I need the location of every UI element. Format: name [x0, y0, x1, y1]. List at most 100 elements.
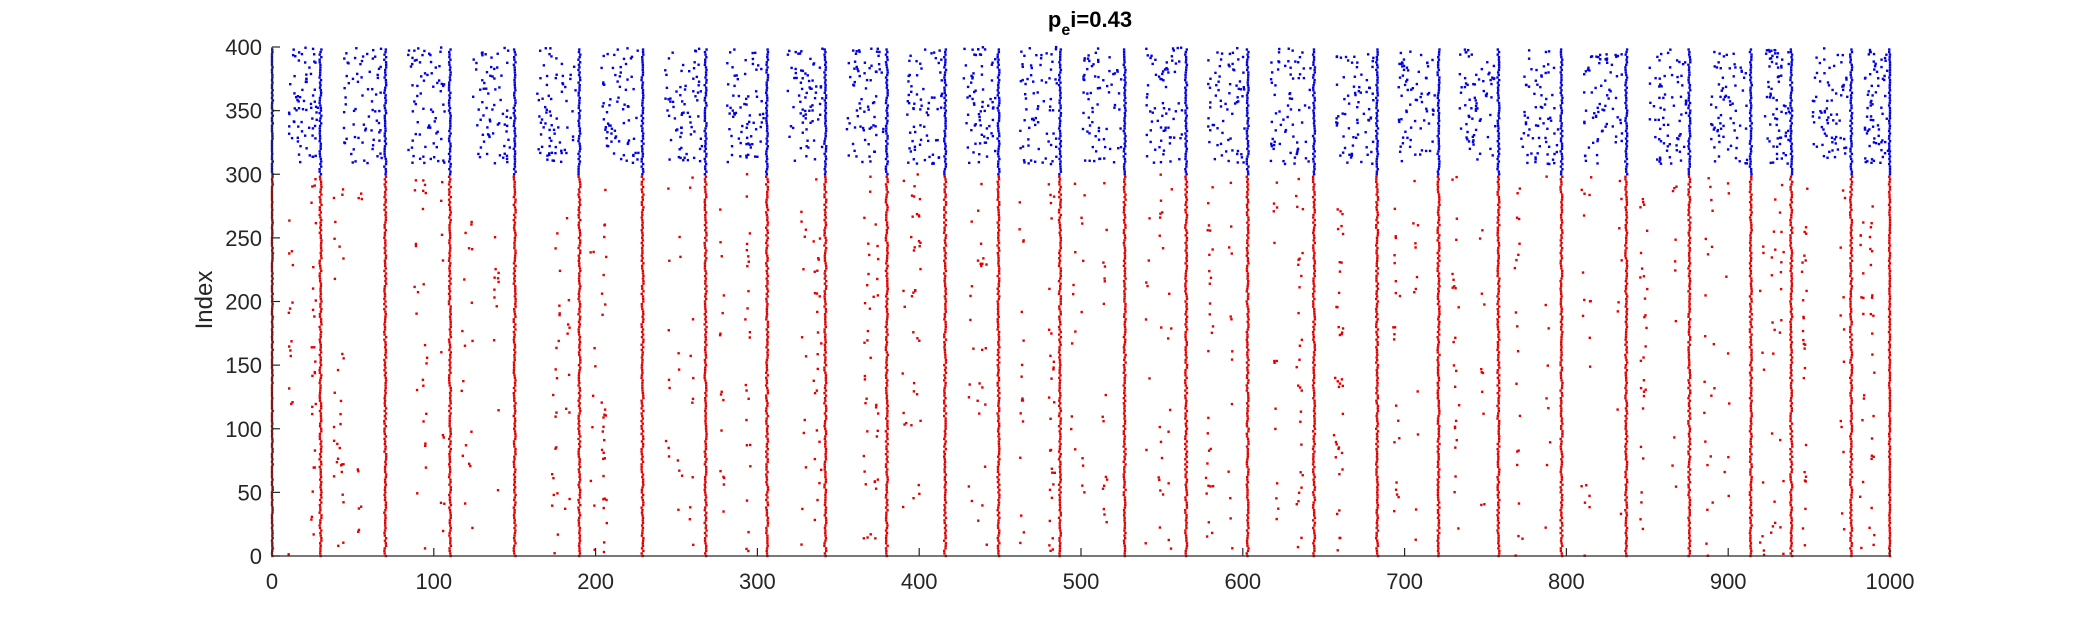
- spike-excitatory: [1437, 427, 1440, 430]
- spike-excitatory: [1750, 399, 1753, 402]
- spike-inhibitory: [1687, 91, 1690, 95]
- spike-inhibitory: [704, 162, 708, 166]
- spike-excitatory: [1750, 297, 1753, 301]
- spike-excitatory: [885, 343, 888, 346]
- spike-excitatory: [1560, 277, 1563, 280]
- spike-excitatory: [1313, 521, 1317, 525]
- spike-excitatory: [1185, 539, 1188, 542]
- spike-inhibitory: [1688, 55, 1691, 59]
- spike-excitatory: [1749, 384, 1752, 387]
- spike-excitatory: [1625, 267, 1628, 270]
- spike-excitatory: [1750, 257, 1753, 260]
- spike-excitatory: [383, 292, 387, 296]
- spike-excitatory: [1561, 498, 1564, 502]
- spike-inhibitory: [641, 101, 644, 105]
- spike-inhibitory: [885, 81, 888, 84]
- spike-inhibitory: [824, 66, 828, 69]
- spike-excitatory: [320, 239, 323, 242]
- spike-inhibitory: [997, 155, 1000, 158]
- spike-excitatory: [384, 229, 388, 232]
- spike-excitatory: [1688, 514, 1691, 517]
- spike-excitatory: [824, 447, 828, 451]
- spike-excitatory: [997, 218, 1001, 222]
- spike-excitatory: [1185, 246, 1188, 250]
- spike-excitatory: [384, 425, 388, 428]
- spike-excitatory: [383, 223, 386, 227]
- spike-excitatory: [579, 358, 582, 362]
- spike-inhibitory: [1376, 119, 1379, 123]
- spike-inhibitory: [384, 162, 388, 166]
- spike-excitatory: [1687, 348, 1690, 352]
- spike-excitatory: [1750, 229, 1753, 232]
- spike-excitatory: [383, 251, 387, 255]
- spike-inhibitory: [1748, 165, 1752, 168]
- spike-excitatory: [578, 201, 581, 204]
- spike-excitatory: [824, 506, 828, 509]
- spike-excitatory: [319, 318, 323, 321]
- spike-excitatory: [1059, 531, 1063, 535]
- spike-excitatory: [1058, 223, 1062, 227]
- spike-excitatory: [944, 404, 947, 408]
- spike-excitatory: [319, 404, 323, 408]
- spike-excitatory: [1124, 236, 1127, 240]
- spike-excitatory: [1123, 534, 1126, 537]
- spike-excitatory: [944, 427, 947, 430]
- spike-inhibitory: [886, 71, 889, 74]
- spike-excitatory: [512, 282, 516, 285]
- spike-excitatory: [1246, 498, 1250, 502]
- spike-excitatory: [1559, 287, 1562, 290]
- spike-excitatory: [1625, 302, 1628, 306]
- spike-inhibitory: [1688, 101, 1692, 105]
- burst-column: [1245, 48, 1250, 558]
- spike-excitatory: [271, 409, 275, 413]
- spike-excitatory: [1749, 239, 1752, 242]
- spike-excitatory: [449, 526, 453, 530]
- spike-inhibitory: [1559, 139, 1563, 143]
- spike-inhibitory: [447, 61, 451, 64]
- spike-excitatory: [320, 445, 323, 448]
- spike-excitatory: [1184, 361, 1187, 364]
- spike-excitatory: [1184, 422, 1187, 425]
- spike-excitatory: [512, 394, 516, 397]
- spike-excitatory: [1625, 435, 1629, 438]
- spike-excitatory: [1123, 341, 1127, 344]
- spike-excitatory: [449, 516, 452, 520]
- spike-inhibitory: [1124, 152, 1127, 156]
- spike-excitatory: [1749, 305, 1752, 308]
- spike-excitatory: [1123, 269, 1126, 273]
- spike-excitatory: [997, 259, 1000, 262]
- spike-excitatory: [1375, 374, 1379, 377]
- spike-excitatory: [997, 478, 1000, 481]
- spike-excitatory: [1313, 419, 1316, 423]
- spike-excitatory: [1246, 514, 1249, 517]
- spike-excitatory: [1625, 351, 1629, 354]
- spike-excitatory: [1560, 475, 1564, 479]
- spike-excitatory: [1058, 465, 1062, 469]
- spike-excitatory: [271, 257, 274, 260]
- spike-inhibitory: [271, 89, 274, 92]
- spike-excitatory: [1058, 544, 1062, 548]
- spike-excitatory: [1559, 470, 1562, 474]
- spike-excitatory: [1624, 437, 1628, 441]
- spike-inhibitory: [944, 48, 948, 51]
- spike-inhibitory: [1058, 173, 1061, 176]
- spike-inhibitory: [944, 119, 947, 123]
- spike-excitatory: [1498, 305, 1501, 308]
- spike-inhibitory: [998, 134, 1001, 138]
- spike-excitatory: [943, 348, 947, 352]
- spike-excitatory: [1496, 346, 1500, 349]
- spike-excitatory: [1312, 503, 1315, 507]
- spike-excitatory: [1122, 486, 1126, 489]
- spike-excitatory: [1312, 358, 1316, 362]
- spike-excitatory: [1497, 399, 1500, 402]
- spike-inhibitory: [1436, 152, 1439, 156]
- spike-inhibitory: [886, 173, 889, 176]
- spike-excitatory: [641, 391, 645, 395]
- spike-excitatory: [642, 549, 645, 553]
- spike-excitatory: [704, 496, 708, 499]
- spike-excitatory: [997, 234, 1000, 237]
- spike-excitatory: [1123, 313, 1126, 316]
- spike-inhibitory: [1436, 66, 1440, 69]
- spike-excitatory: [1749, 552, 1753, 555]
- spike-inhibitory: [447, 89, 451, 92]
